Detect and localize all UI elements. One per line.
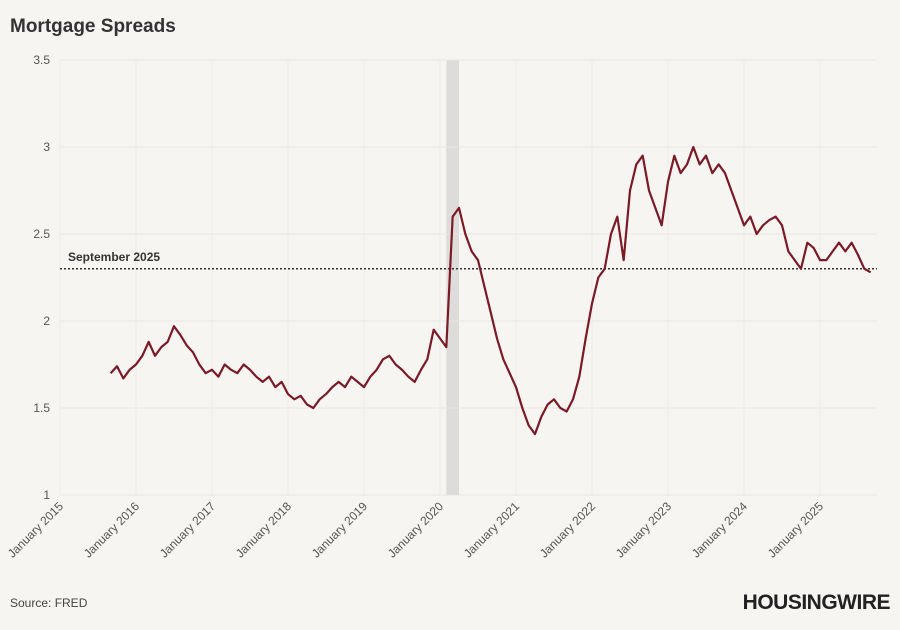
y-tick-label: 1	[43, 488, 50, 502]
series-line	[109, 145, 872, 436]
logo: HOUSINGWIRE	[743, 591, 891, 614]
shaded-period	[446, 60, 459, 495]
chart-title: Mortgage Spreads	[10, 16, 176, 37]
y-tick-label: 2.5	[33, 227, 50, 241]
y-tick-label: 3.5	[33, 53, 50, 67]
y-tick-label: 2	[43, 314, 50, 328]
reference-label: September 2025	[68, 250, 160, 264]
y-tick-label: 1.5	[33, 401, 50, 415]
source: Source: FRED	[10, 596, 88, 610]
y-tick-label: 3	[43, 140, 50, 154]
